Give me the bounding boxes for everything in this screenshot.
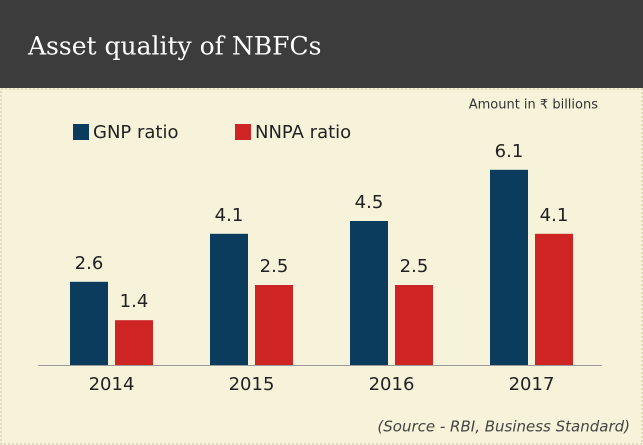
x-tick-label: 2016: [369, 374, 415, 395]
frame: [0, 88, 643, 445]
subtitle: Amount in ₹ billions: [469, 98, 598, 113]
legend-label: NNPA ratio: [255, 122, 351, 143]
value-label: 4.5: [355, 192, 384, 213]
chart-title: Asset quality of NBFCs: [27, 32, 321, 61]
x-tick-label: 2017: [509, 374, 555, 395]
bar: [395, 285, 433, 365]
bar: [490, 169, 528, 365]
source: (Source - RBI, Business Standard): [377, 418, 630, 436]
x-tick-label: 2015: [229, 374, 275, 395]
value-label: 2.5: [400, 256, 429, 277]
bar: [255, 285, 293, 365]
bar: [210, 233, 248, 365]
legend-swatch: [235, 124, 251, 140]
value-label: 6.1: [495, 141, 524, 162]
value-label: 2.5: [260, 256, 289, 277]
bar: [350, 221, 388, 365]
value-label: 2.6: [75, 253, 104, 274]
bar: [70, 281, 108, 365]
x-tick-label: 2014: [89, 374, 135, 395]
value-label: 4.1: [540, 205, 569, 226]
bar: [535, 233, 573, 365]
value-label: 1.4: [120, 291, 149, 312]
header: [0, 0, 643, 88]
bar: [115, 320, 153, 365]
legend-swatch: [73, 124, 89, 140]
legend-label: GNP ratio: [93, 122, 179, 143]
value-label: 4.1: [215, 205, 244, 226]
